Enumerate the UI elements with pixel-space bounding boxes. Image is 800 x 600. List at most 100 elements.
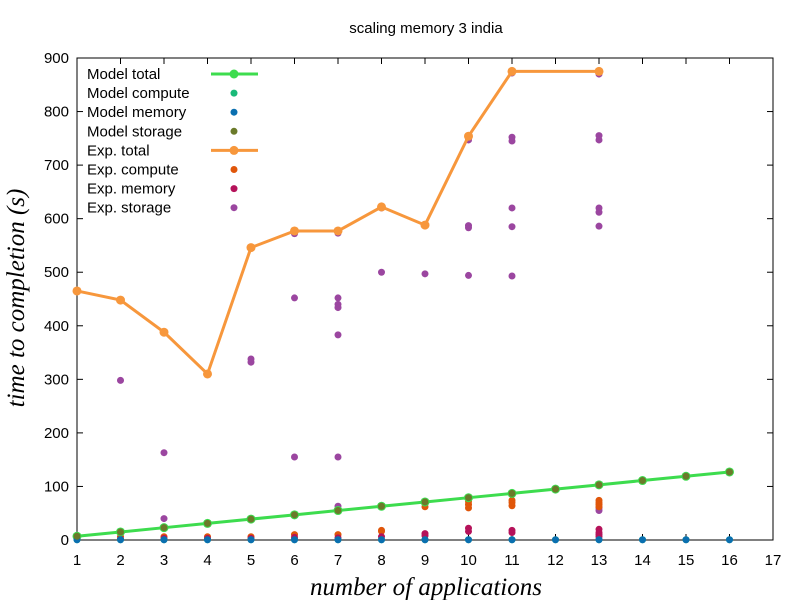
data-point-model-memory	[726, 536, 733, 544]
data-point-model-memory	[247, 536, 255, 544]
data-point-exp-storage	[291, 294, 298, 302]
x-tick-label: 2	[116, 552, 124, 569]
series-line-exp-total	[76, 69, 599, 377]
x-tick-label: 14	[634, 552, 651, 569]
legend-swatch-point	[230, 166, 238, 173]
data-point-exp-storage	[160, 449, 168, 457]
chart-title: scaling memory 3 india	[349, 20, 503, 37]
data-point-exp-storage	[117, 376, 124, 384]
data-point-exp-compute	[378, 527, 385, 535]
legend-label: Exp. compute	[87, 162, 179, 179]
series-exp-total	[72, 66, 604, 379]
legend-label: Model compute	[87, 85, 190, 102]
data-point-model-memory	[334, 536, 342, 544]
data-point-exp-storage	[160, 515, 168, 523]
data-point-exp-total	[333, 226, 343, 236]
legend-item-exp-storage: Exp. storage	[87, 200, 238, 217]
y-tick-label: 500	[44, 264, 69, 281]
data-point-model-storage	[552, 485, 559, 493]
x-axis-label: number of applications	[310, 574, 542, 600]
data-point-exp-total	[594, 66, 604, 76]
data-point-exp-storage	[508, 137, 516, 145]
x-tick-label: 16	[721, 552, 738, 569]
y-axis-label: time to completion (s)	[3, 189, 30, 408]
data-point-exp-storage	[508, 272, 516, 280]
data-point-exp-total	[464, 131, 473, 141]
data-point-exp-storage	[508, 223, 516, 231]
legend-item-exp-memory: Exp. memory	[87, 181, 238, 198]
legend-swatch-point	[230, 108, 238, 116]
legend-swatch-point	[230, 127, 238, 135]
data-point-exp-storage	[595, 208, 603, 216]
x-tick-label: 5	[247, 552, 255, 569]
data-point-model-storage	[291, 511, 298, 519]
legend-item-exp-total: Exp. total	[87, 142, 258, 159]
y-tick-label: 400	[44, 318, 69, 335]
data-point-exp-storage	[291, 453, 298, 461]
data-point-exp-storage	[421, 270, 429, 278]
data-point-exp-storage	[247, 358, 255, 366]
data-point-exp-storage	[334, 453, 342, 461]
data-point-model-memory	[421, 536, 429, 544]
data-point-exp-total	[507, 66, 517, 76]
series-line-model-total	[76, 470, 730, 538]
x-tick-label: 13	[591, 552, 608, 569]
x-tick-label: 12	[547, 552, 564, 569]
x-tick-label: 7	[334, 552, 342, 569]
data-point-model-storage	[682, 472, 690, 480]
data-point-model-storage	[378, 502, 385, 510]
legend-item-model-storage: Model storage	[87, 123, 238, 140]
x-tick-label: 1	[73, 552, 81, 569]
x-tick-label: 6	[290, 552, 298, 569]
legend-label: Exp. storage	[87, 200, 171, 217]
data-point-model-storage	[73, 532, 81, 540]
data-point-exp-total	[377, 202, 386, 212]
data-point-exp-compute	[508, 502, 516, 510]
y-tick-label: 100	[44, 478, 69, 495]
legend-label: Model total	[87, 66, 160, 83]
chart-marks	[72, 66, 734, 544]
data-point-model-storage	[726, 468, 733, 476]
data-point-model-storage	[117, 528, 124, 536]
data-point-model-storage	[334, 507, 342, 515]
legend: Model total Model compute Model memory Mode…	[87, 66, 258, 217]
series-model-storage	[73, 468, 733, 540]
legend-label: Model memory	[87, 104, 187, 121]
y-tick-label: 0	[61, 532, 69, 549]
data-point-model-memory	[204, 536, 211, 544]
data-point-exp-memory	[465, 527, 472, 535]
legend-item-model-memory: Model memory	[87, 104, 238, 121]
data-point-model-memory	[160, 536, 168, 544]
y-tick-label: 300	[44, 371, 69, 388]
x-tick-label: 15	[678, 552, 695, 569]
data-point-exp-storage	[465, 224, 472, 232]
data-point-model-memory	[552, 536, 559, 544]
data-point-exp-storage	[595, 136, 603, 144]
data-point-exp-compute	[465, 504, 472, 512]
x-tick-label: 8	[377, 552, 385, 569]
data-point-model-memory	[117, 536, 124, 544]
data-point-exp-storage	[334, 294, 342, 302]
y-tick-label: 700	[44, 157, 69, 174]
data-point-model-storage	[465, 494, 472, 502]
x-tick-label: 4	[203, 552, 211, 569]
series-model-total	[72, 467, 734, 541]
data-point-model-memory	[465, 536, 472, 544]
data-point-model-memory	[682, 536, 690, 544]
x-tick-label: 3	[160, 552, 168, 569]
y-tick-label: 200	[44, 425, 69, 442]
data-point-exp-total	[72, 286, 82, 296]
data-point-model-storage	[508, 489, 516, 497]
data-point-exp-storage	[378, 268, 385, 276]
x-tick-label: 17	[765, 552, 782, 569]
data-point-model-storage	[595, 481, 603, 489]
legend-swatch-point	[229, 145, 239, 155]
data-point-exp-total	[203, 369, 212, 379]
data-point-exp-storage	[334, 304, 342, 312]
legend-label: Exp. memory	[87, 181, 176, 198]
data-point-model-storage	[247, 515, 255, 523]
legend-item-model-compute: Model compute	[87, 85, 238, 102]
data-point-exp-total	[420, 220, 430, 230]
data-point-model-memory	[639, 536, 646, 544]
